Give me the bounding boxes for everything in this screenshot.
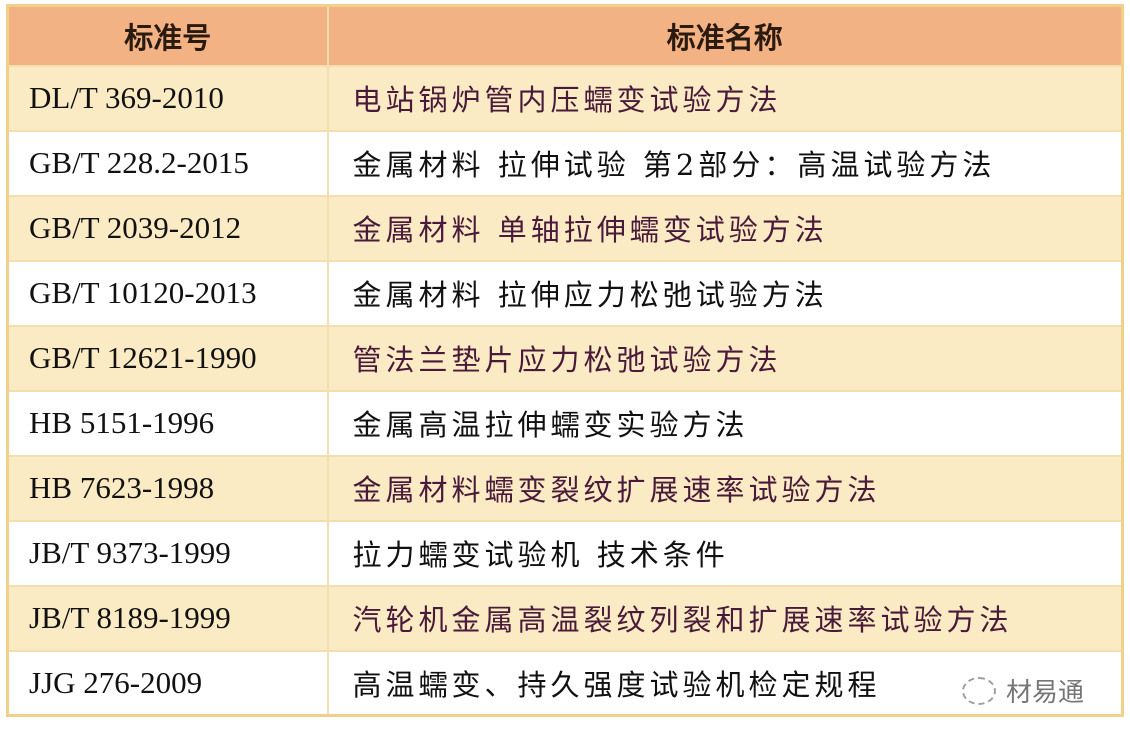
standard-number: HB 5151-1996 <box>6 389 329 457</box>
table-row: GB/T 228.2-2015 金属材料 拉伸试验 第2部分：高温试验方法 <box>6 129 1124 197</box>
header-standard-number: 标准号 <box>6 4 329 67</box>
header-standard-name: 标准名称 <box>326 4 1124 67</box>
table-row: JJG 276-2009 高温蠕变、持久强度试验机检定规程 <box>6 649 1124 717</box>
standard-number: GB/T 228.2-2015 <box>6 129 329 197</box>
table-row: HB 7623-1998 金属材料蠕变裂纹扩展速率试验方法 <box>6 454 1124 522</box>
standard-name: 金属材料 拉伸应力松弛试验方法 <box>326 259 1124 327</box>
standard-name: 金属高温拉伸蠕变实验方法 <box>326 389 1124 457</box>
standard-number: DL/T 369-2010 <box>6 64 329 132</box>
table-row: GB/T 12621-1990 管法兰垫片应力松弛试验方法 <box>6 324 1124 392</box>
standard-number: GB/T 10120-2013 <box>6 259 329 327</box>
standard-name: 汽轮机金属高温裂纹列裂和扩展速率试验方法 <box>326 584 1124 652</box>
table-row: HB 5151-1996 金属高温拉伸蠕变实验方法 <box>6 389 1124 457</box>
watermark: 材易通 <box>962 672 1084 709</box>
table-row: JB/T 9373-1999 拉力蠕变试验机 技术条件 <box>6 519 1124 587</box>
table-row: JB/T 8189-1999 汽轮机金属高温裂纹列裂和扩展速率试验方法 <box>6 584 1124 652</box>
standard-name: 金属材料蠕变裂纹扩展速率试验方法 <box>326 454 1124 522</box>
standard-name: 管法兰垫片应力松弛试验方法 <box>326 324 1124 392</box>
standard-name: 金属材料 拉伸试验 第2部分：高温试验方法 <box>326 129 1124 197</box>
standard-number: JB/T 9373-1999 <box>6 519 329 587</box>
table-row: GB/T 10120-2013 金属材料 拉伸应力松弛试验方法 <box>6 259 1124 327</box>
watermark-text: 材易通 <box>1006 678 1085 708</box>
standards-table: 标准号 标准名称 DL/T 369-2010 电站锅炉管内压蠕变试验方法 GB/T … <box>6 4 1124 717</box>
standard-number: GB/T 12621-1990 <box>6 324 329 392</box>
standard-name: 拉力蠕变试验机 技术条件 <box>326 519 1124 587</box>
table-header-row: 标准号 标准名称 <box>6 4 1124 67</box>
wechat-icon <box>962 676 996 705</box>
standard-number: JB/T 8189-1999 <box>6 584 329 652</box>
standard-number: GB/T 2039-2012 <box>6 194 329 262</box>
table-row: GB/T 2039-2012 金属材料 单轴拉伸蠕变试验方法 <box>6 194 1124 262</box>
standard-number: HB 7623-1998 <box>6 454 329 522</box>
standard-name: 电站锅炉管内压蠕变试验方法 <box>326 64 1124 132</box>
table-row: DL/T 369-2010 电站锅炉管内压蠕变试验方法 <box>6 64 1124 132</box>
standard-name: 金属材料 单轴拉伸蠕变试验方法 <box>326 194 1124 262</box>
standard-number: JJG 276-2009 <box>6 649 329 717</box>
